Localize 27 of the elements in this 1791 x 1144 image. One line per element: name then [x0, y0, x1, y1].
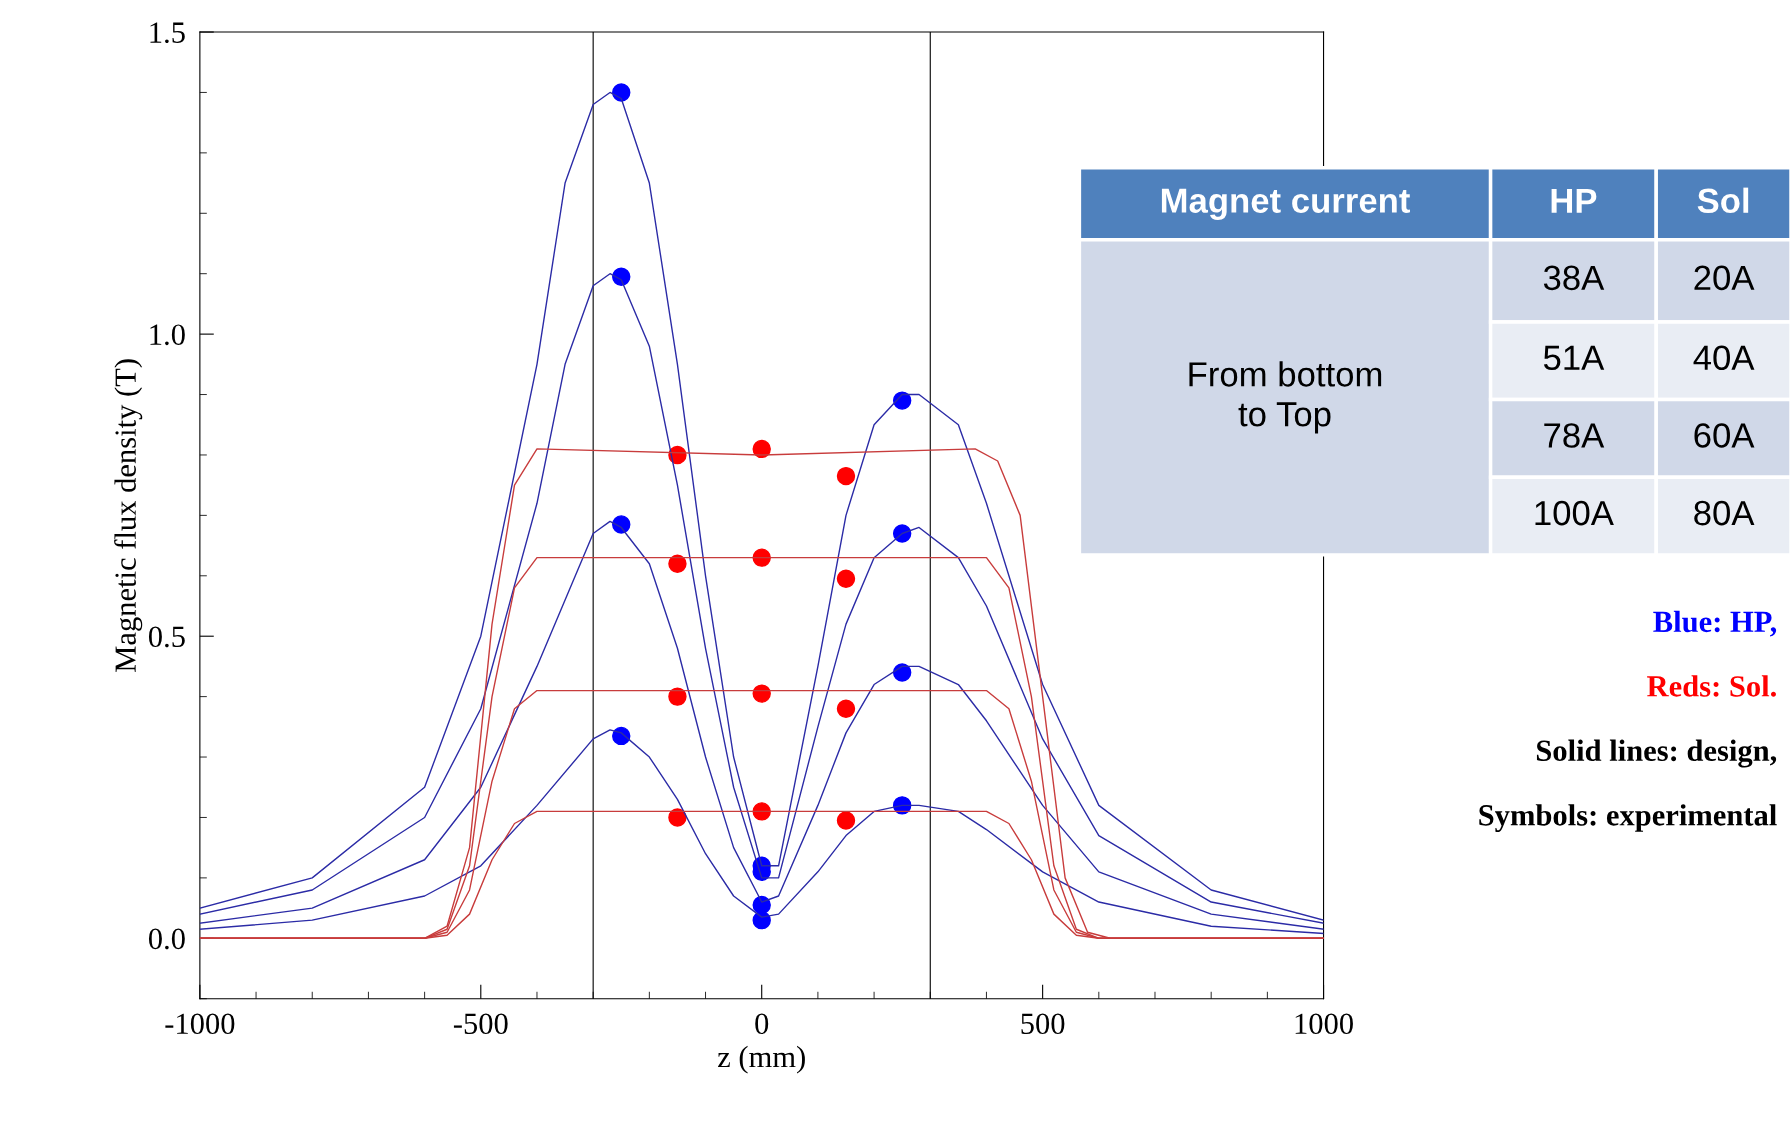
text: HP	[1551, 188, 1597, 213]
text: 40A	[1693, 345, 1755, 371]
text: 100A	[1535, 500, 1614, 526]
text: 20A	[1694, 265, 1755, 291]
text: 60A	[1694, 423, 1755, 448]
x-tick-label: 1000	[1295, 1013, 1353, 1035]
text: Reds: Sol.	[1647, 675, 1776, 697]
text: 78A	[1544, 423, 1605, 448]
y-tick-label: 1.0	[150, 324, 185, 346]
text: Blue: HP,	[1653, 610, 1777, 637]
annotation: Magnet current	[1161, 188, 1410, 220]
text: 80A	[1694, 500, 1755, 526]
y-axis-title: Magnetic flux density (T)	[114, 359, 143, 672]
annotation: From bottom to Top	[1189, 361, 1382, 434]
x-axis-title: z (mm)	[717, 1045, 805, 1074]
y-tick-label: 0.0	[148, 928, 185, 950]
text: Solid lines: design,	[1536, 739, 1777, 768]
x-tick-label: -500	[453, 1013, 508, 1035]
text: Symbols: experimental	[1479, 804, 1777, 832]
x-tick-label: 500	[1021, 1013, 1065, 1035]
y-tick-label: 0.5	[148, 626, 185, 648]
text: Sol	[1697, 187, 1749, 214]
x-tick-label: 0	[755, 1013, 769, 1035]
text: 51A	[1543, 345, 1605, 371]
y-tick-label: 1.5	[150, 22, 185, 44]
x-tick-label: -1000	[165, 1013, 235, 1035]
text: 38A	[1543, 265, 1605, 291]
